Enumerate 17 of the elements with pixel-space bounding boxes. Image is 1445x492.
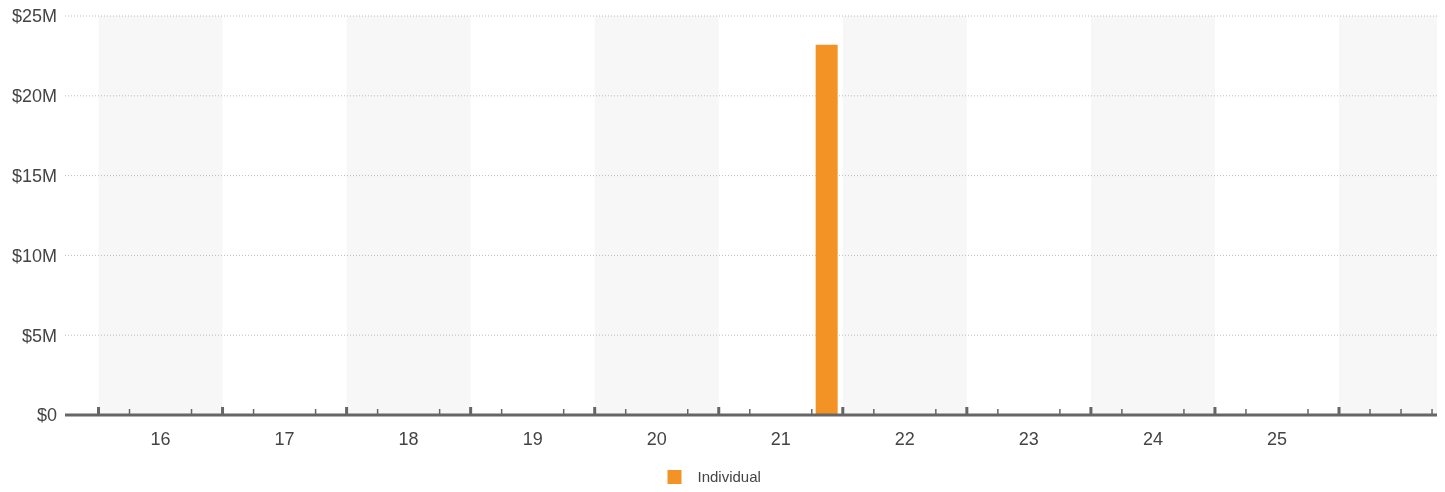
y-tick-label: $20M bbox=[11, 86, 57, 107]
x-tick-label: 20 bbox=[646, 429, 667, 449]
y-tick-label: $10M bbox=[11, 245, 57, 266]
x-tick-label: 17 bbox=[274, 429, 295, 449]
x-tick-label: 22 bbox=[894, 429, 915, 449]
x-tick-label: 19 bbox=[522, 429, 543, 449]
y-tick-label: $5M bbox=[21, 325, 57, 346]
x-tick-label: 18 bbox=[398, 429, 419, 449]
x-tick-label: 21 bbox=[770, 429, 791, 449]
x-tick-label: 25 bbox=[1266, 429, 1287, 449]
y-tick-label: $0 bbox=[36, 405, 57, 426]
legend-label: Individual bbox=[697, 468, 761, 485]
x-tick-label: 24 bbox=[1142, 429, 1163, 449]
y-tick-label: $15M bbox=[11, 165, 57, 186]
y-tick-label: $25M bbox=[11, 6, 57, 27]
x-tick-label: 23 bbox=[1018, 429, 1039, 449]
x-tick-label: 16 bbox=[150, 429, 171, 449]
